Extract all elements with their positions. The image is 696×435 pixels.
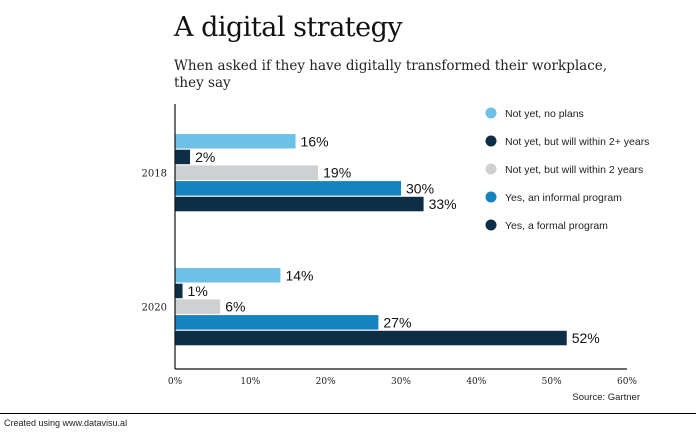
legend-marker-2[interactable] <box>485 135 497 147</box>
x-tick-label: 60% <box>617 377 637 387</box>
bar-2020-5[interactable] <box>175 330 567 346</box>
legend-label-3[interactable]: Not yet, but will within 2 years <box>505 164 643 176</box>
data-label-2018-4: 30% <box>406 180 434 196</box>
data-label-2020-4: 27% <box>383 314 411 330</box>
legend-label-2[interactable]: Not yet, but will within 2+ years <box>505 136 649 148</box>
data-label-2018-2: 2% <box>195 149 215 165</box>
legend-marker-5[interactable] <box>485 219 497 231</box>
bar-2020-2[interactable] <box>175 283 183 299</box>
footer-divider <box>0 413 696 414</box>
bar-2018-1[interactable] <box>175 134 296 149</box>
legend-label-5[interactable]: Yes, a formal program <box>505 220 608 232</box>
bar-2018-2[interactable] <box>175 149 191 165</box>
data-label-2020-3: 6% <box>225 299 245 315</box>
data-label-2020-2: 1% <box>188 283 208 299</box>
x-tick-label: 40% <box>466 377 486 387</box>
bar-2020-1[interactable] <box>175 268 281 283</box>
data-label-2018-3: 19% <box>323 165 351 181</box>
legend-label-4[interactable]: Yes, an informal program <box>505 192 622 204</box>
data-label-2018-5: 33% <box>429 196 457 212</box>
data-label-2018-1: 16% <box>301 133 329 149</box>
x-tick-label: 30% <box>391 377 411 387</box>
legend-marker-1[interactable] <box>485 107 497 119</box>
bar-2018-4[interactable] <box>175 181 401 196</box>
legend-marker-3[interactable] <box>485 163 497 175</box>
category-label-2018: 2018 <box>142 169 167 180</box>
x-tick-label: 20% <box>316 377 336 387</box>
chart-title: A digital strategy <box>174 12 403 43</box>
bar-2018-3[interactable] <box>175 165 319 180</box>
data-label-2020-5: 52% <box>572 330 600 346</box>
bar-2020-4[interactable] <box>175 315 379 330</box>
category-label-2020: 2020 <box>142 303 167 314</box>
x-tick-label: 0% <box>168 377 183 387</box>
credit-text: Created using www.datavisu.al <box>4 418 128 428</box>
bar-2020-3[interactable] <box>175 299 221 314</box>
chart-subtitle: When asked if they have digitally transf… <box>174 58 608 91</box>
bar-2018-5[interactable] <box>175 196 424 212</box>
x-tick-label: 10% <box>240 377 260 387</box>
data-label-2020-1: 14% <box>285 267 313 283</box>
legend-label-1[interactable]: Not yet, no plans <box>505 108 584 120</box>
legend-marker-4[interactable] <box>485 191 497 203</box>
x-tick-label: 50% <box>542 377 562 387</box>
source-note: Source: Gartner <box>572 392 640 403</box>
